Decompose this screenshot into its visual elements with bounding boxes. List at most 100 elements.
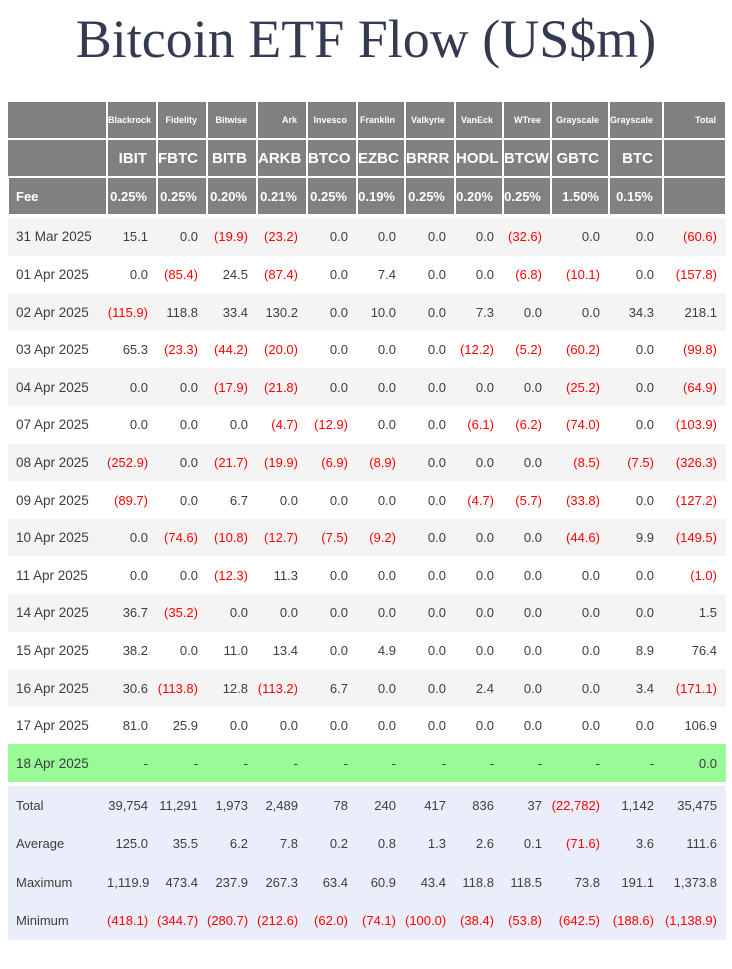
value-cell: 0.0 <box>229 417 248 433</box>
value-cell: - <box>455 744 503 786</box>
value-cell: (10.1) <box>566 266 600 282</box>
value-cell: 0.0 <box>581 718 600 734</box>
value-cell: 0.0 <box>157 443 207 482</box>
daily-flow-rows: 31 Mar 2025 15.1 0.0 (19.9) (23.2) 0.0 0.0 0.0 0… <box>8 216 726 786</box>
value-cell: 0.0 <box>503 368 551 407</box>
value-cell: 25.9 <box>172 718 198 734</box>
value-cell: (149.5) <box>663 518 726 557</box>
value-cell: (74.0) <box>566 417 600 433</box>
value-cell: 37 <box>503 784 551 825</box>
corner-cell <box>8 138 108 179</box>
value-cell: 30.6 <box>107 669 157 707</box>
value-cell: 1,119.9 <box>107 863 157 902</box>
value-cell: 0.0 <box>405 443 455 482</box>
value-cell: 11.3 <box>273 567 298 583</box>
row-label-cell: 11 Apr 2025 <box>16 567 88 583</box>
value-cell: (4.7) <box>467 492 494 508</box>
value-cell: (7.5) <box>307 518 357 557</box>
table-row: Total 39,754 11,291 1,973 2,489 78 240 417 836 37… <box>8 784 726 825</box>
value-cell: 0.0 <box>107 518 157 557</box>
issuer-header: Fidelity <box>156 100 208 141</box>
value-cell: 11,291 <box>157 784 207 825</box>
value-cell: (32.6) <box>503 216 551 256</box>
value-cell: 125.0 <box>107 824 157 863</box>
value-cell: 0.0 <box>503 518 551 557</box>
value-cell: 0.0 <box>551 669 609 707</box>
table-row: 10 Apr 2025 0.0 (74.6) (10.8) (12.7) (7.5) (9.… <box>8 518 726 557</box>
table-row: 15 Apr 2025 38.2 0.0 11.0 13.4 0.0 4.9 0.0 0.0 0.… <box>8 632 726 670</box>
value-cell: 0.0 <box>455 518 503 557</box>
ticker-header: BTC <box>608 138 664 179</box>
value-cell: - <box>357 744 405 786</box>
ticker-header: BITB <box>206 138 258 179</box>
value-cell: (171.1) <box>663 669 726 707</box>
value-cell: 0.0 <box>503 443 551 482</box>
value-cell: (22,782) <box>551 784 609 825</box>
row-label-cell: 07 Apr 2025 <box>16 417 89 433</box>
value-cell: 0.0 <box>635 342 654 358</box>
value-cell: 78 <box>307 784 357 825</box>
row-label-cell: 02 Apr 2025 <box>8 293 107 331</box>
value-cell: 191.1 <box>609 863 663 902</box>
value-cell: 3.4 <box>609 669 663 707</box>
value-cell: 0.0 <box>427 417 446 433</box>
value-cell: 0.0 <box>455 216 503 256</box>
value-cell: 0.0 <box>523 567 542 583</box>
value-cell: (38.4) <box>455 901 503 940</box>
value-cell: 60.9 <box>357 863 405 902</box>
issuer-header: VanEck <box>454 100 504 141</box>
value-cell: 1,142 <box>609 784 663 825</box>
value-cell: 0.0 <box>503 669 551 707</box>
value-cell: 0.0 <box>551 216 609 256</box>
value-cell: - <box>157 744 207 786</box>
value-cell: (60.2) <box>566 342 600 358</box>
value-cell: 34.3 <box>609 293 663 331</box>
row-label-cell: 15 Apr 2025 <box>16 642 89 658</box>
value-cell: 0.0 <box>157 216 207 256</box>
fee-cell: 0.25% <box>404 176 456 219</box>
value-cell: (74.1) <box>357 901 405 940</box>
value-cell: 0.0 <box>609 594 663 632</box>
value-cell: 0.0 <box>609 216 663 256</box>
value-cell: 0.0 <box>179 492 198 508</box>
value-cell: 0.0 <box>405 368 455 407</box>
table-row: 17 Apr 2025 81.0 25.9 0.0 0.0 0.0 0.0 0.0 0.0 0.0… <box>8 707 726 745</box>
value-cell: (5.2) <box>515 342 542 358</box>
row-label-cell: 09 Apr 2025 <box>16 492 89 508</box>
row-label-cell: Maximum <box>8 863 107 902</box>
fee-spacer <box>662 176 727 219</box>
value-cell: (19.9) <box>207 216 257 256</box>
value-cell: (1.0) <box>690 567 717 583</box>
value-cell: (127.2) <box>675 492 717 508</box>
row-label-cell: 08 Apr 2025 <box>8 443 107 482</box>
value-cell: 73.8 <box>551 863 609 902</box>
value-cell: 39,754 <box>107 784 157 825</box>
value-cell: 0.0 <box>455 443 503 482</box>
value-cell: (344.7) <box>157 901 207 940</box>
value-cell: 0.0 <box>427 492 446 508</box>
ticker-header: GBTC <box>550 138 610 179</box>
value-cell: 0.0 <box>307 594 357 632</box>
value-cell: (6.9) <box>307 443 357 482</box>
value-cell: 1,973 <box>207 784 257 825</box>
row-label-cell: 18 Apr 2025 <box>8 744 107 786</box>
value-cell: 0.0 <box>377 417 396 433</box>
value-cell: (71.6) <box>551 824 609 863</box>
value-cell: 0.1 <box>503 824 551 863</box>
value-cell: 0.0 <box>107 368 157 407</box>
value-cell: 106.9 <box>684 718 717 734</box>
value-cell: 76.4 <box>691 642 717 658</box>
value-cell: (64.9) <box>663 368 726 407</box>
value-cell: 65.3 <box>122 342 148 358</box>
value-cell: 0.0 <box>179 417 198 433</box>
value-cell: 2,489 <box>257 784 307 825</box>
total-header: Total <box>662 100 727 141</box>
value-cell: 0.0 <box>581 567 600 583</box>
value-cell: 8.9 <box>635 642 654 658</box>
value-cell: (33.8) <box>566 492 600 508</box>
value-cell: 0.0 <box>257 594 307 632</box>
value-cell: 0.0 <box>357 216 405 256</box>
value-cell: (35.2) <box>157 594 207 632</box>
issuer-header: Grayscale <box>608 100 664 141</box>
value-cell: (87.4) <box>264 266 298 282</box>
